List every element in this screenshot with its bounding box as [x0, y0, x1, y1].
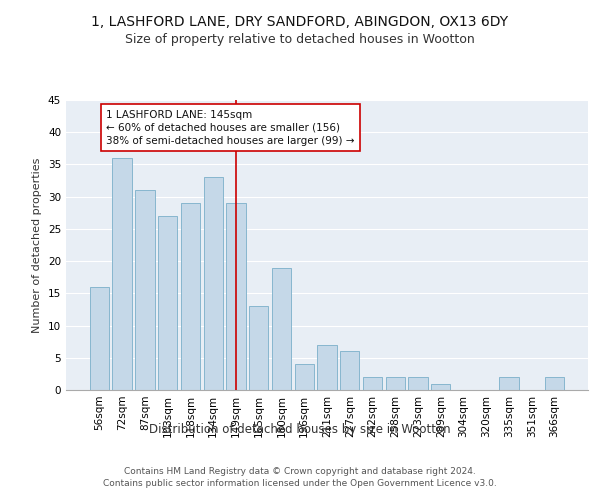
Y-axis label: Number of detached properties: Number of detached properties	[32, 158, 43, 332]
Bar	[226, 203, 245, 390]
Bar	[112, 158, 132, 390]
Bar	[249, 306, 268, 390]
Bar	[90, 287, 109, 390]
Text: Distribution of detached houses by size in Wootton: Distribution of detached houses by size …	[149, 422, 451, 436]
Text: Contains HM Land Registry data © Crown copyright and database right 2024.
Contai: Contains HM Land Registry data © Crown c…	[103, 466, 497, 487]
Bar	[158, 216, 178, 390]
Bar	[499, 377, 519, 390]
Text: Size of property relative to detached houses in Wootton: Size of property relative to detached ho…	[125, 32, 475, 46]
Bar	[545, 377, 564, 390]
Bar	[340, 352, 359, 390]
Bar	[317, 345, 337, 390]
Bar	[295, 364, 314, 390]
Bar	[409, 377, 428, 390]
Bar	[272, 268, 291, 390]
Bar	[386, 377, 405, 390]
Text: 1 LASHFORD LANE: 145sqm
← 60% of detached houses are smaller (156)
38% of semi-d: 1 LASHFORD LANE: 145sqm ← 60% of detache…	[106, 110, 355, 146]
Bar	[135, 190, 155, 390]
Bar	[181, 203, 200, 390]
Text: 1, LASHFORD LANE, DRY SANDFORD, ABINGDON, OX13 6DY: 1, LASHFORD LANE, DRY SANDFORD, ABINGDON…	[91, 15, 509, 29]
Bar	[431, 384, 451, 390]
Bar	[203, 178, 223, 390]
Bar	[363, 377, 382, 390]
